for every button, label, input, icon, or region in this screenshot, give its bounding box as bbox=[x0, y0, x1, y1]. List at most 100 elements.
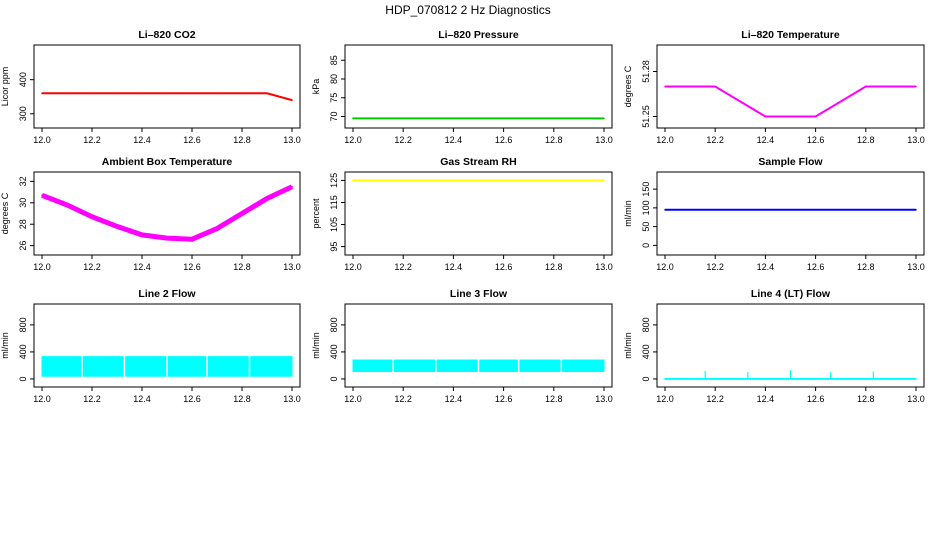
x-tick-label: 12.2 bbox=[83, 394, 101, 404]
data-point bbox=[865, 208, 867, 211]
data-point bbox=[527, 179, 530, 182]
data-point bbox=[191, 92, 193, 95]
x-tick-label: 12.4 bbox=[133, 135, 151, 145]
y-tick-label: 32 bbox=[18, 176, 28, 186]
x-tick-label: 12.2 bbox=[394, 262, 412, 272]
x-tick-label: 12.4 bbox=[757, 262, 775, 272]
x-tick-label: 12.6 bbox=[183, 394, 201, 404]
chart-panel-5: Gas Stream RH percent 95 105 115 125 12.0 12.2 1… bbox=[311, 156, 613, 272]
x-tick-label: 12.6 bbox=[807, 262, 825, 272]
x-tick-label: 12.2 bbox=[706, 135, 724, 145]
data-point bbox=[191, 238, 193, 241]
data-point bbox=[814, 115, 817, 118]
data-point bbox=[890, 378, 892, 380]
data-point bbox=[241, 92, 243, 95]
x-tick-label: 12.6 bbox=[495, 262, 513, 272]
figure-title: HDP_070812 2 Hz Diagnostics bbox=[385, 3, 550, 17]
x-tick-label: 12.0 bbox=[656, 394, 674, 404]
data-point bbox=[377, 179, 379, 182]
chart-title: Line 3 Flow bbox=[450, 288, 508, 300]
y-tick-label: 0 bbox=[329, 376, 339, 381]
x-tick-label: 13.0 bbox=[283, 135, 301, 145]
y-tick-label: 26 bbox=[18, 241, 28, 251]
x-tick-label: 12.0 bbox=[33, 394, 51, 404]
x-tick-label: 12.8 bbox=[545, 262, 563, 272]
x-tick-label: 12.2 bbox=[394, 135, 412, 145]
data-point bbox=[739, 208, 742, 211]
data-point bbox=[502, 179, 505, 182]
x-tick-label: 12.6 bbox=[495, 135, 513, 145]
data-point bbox=[915, 208, 917, 211]
x-tick-label: 12.0 bbox=[33, 135, 51, 145]
plot-frame bbox=[656, 44, 925, 129]
data-point bbox=[66, 92, 68, 95]
x-tick-label: 12.2 bbox=[83, 135, 101, 145]
chart-title: Line 4 (LT) Flow bbox=[751, 288, 831, 300]
data-point bbox=[527, 117, 530, 120]
x-tick-label: 12.4 bbox=[445, 262, 463, 272]
data-point bbox=[241, 212, 243, 215]
x-tick-label: 12.4 bbox=[757, 394, 775, 404]
chart-panel-4: Ambient Box Temperature degrees C 26 28 30 32… bbox=[0, 156, 301, 272]
x-tick-label: 12.8 bbox=[545, 135, 563, 145]
y-tick-label: 125 bbox=[329, 173, 339, 188]
y-tick-label: 400 bbox=[329, 344, 339, 359]
y-tick-label: 115 bbox=[329, 195, 339, 209]
data-point bbox=[427, 179, 430, 182]
x-tick-label: 12.8 bbox=[233, 394, 251, 404]
data-point bbox=[664, 208, 666, 211]
data-point bbox=[166, 237, 168, 239]
y-tick-label: 800 bbox=[329, 317, 339, 332]
y-tick-label: 30 bbox=[18, 198, 28, 208]
x-tick-label: 13.0 bbox=[595, 135, 613, 145]
x-tick-label: 12.4 bbox=[445, 394, 463, 404]
chart-title: Ambient Box Temperature bbox=[102, 156, 233, 168]
x-tick-label: 12.0 bbox=[656, 262, 674, 272]
chart-panel-7: Line 2 Flow ml/min 0 400 800 12.0 12.2 12.4 12.6… bbox=[0, 288, 301, 404]
x-tick-label: 12.8 bbox=[233, 135, 251, 145]
plot-frame bbox=[656, 303, 925, 388]
y-axis-label: kPa bbox=[311, 79, 321, 95]
y-tick-label: 51.28 bbox=[641, 60, 651, 83]
x-tick-label: 12.0 bbox=[344, 135, 362, 145]
y-tick-label: 51.25 bbox=[641, 105, 651, 128]
y-tick-label: 800 bbox=[18, 317, 28, 332]
plot-frame bbox=[344, 171, 613, 256]
x-tick-label: 12.0 bbox=[33, 262, 51, 272]
data-point bbox=[714, 85, 716, 88]
plot-frame bbox=[33, 171, 301, 256]
data-point bbox=[789, 208, 792, 211]
data-point bbox=[739, 378, 742, 380]
x-tick-label: 12.0 bbox=[656, 135, 674, 145]
plot-frame bbox=[33, 44, 301, 129]
data-point bbox=[402, 117, 405, 120]
y-tick-label: 75 bbox=[329, 93, 339, 103]
chart-title: Gas Stream RH bbox=[440, 156, 516, 168]
data-point bbox=[477, 179, 480, 182]
plot-frame bbox=[656, 171, 925, 256]
x-tick-label: 12.8 bbox=[857, 262, 875, 272]
data-point bbox=[664, 85, 666, 88]
x-tick-label: 13.0 bbox=[907, 394, 925, 404]
data-point bbox=[865, 378, 867, 380]
x-tick-label: 12.4 bbox=[133, 262, 151, 272]
data-point bbox=[603, 179, 605, 182]
data-point bbox=[141, 234, 143, 236]
data-point bbox=[452, 117, 455, 120]
data-point bbox=[291, 185, 293, 188]
y-axis-label: degrees C bbox=[0, 192, 10, 234]
x-tick-label: 13.0 bbox=[595, 394, 613, 404]
x-tick-label: 12.8 bbox=[233, 262, 251, 272]
series-line bbox=[665, 85, 916, 118]
data-point bbox=[141, 92, 143, 95]
data-point bbox=[714, 208, 716, 211]
data-point bbox=[91, 215, 93, 218]
x-tick-label: 12.2 bbox=[83, 262, 101, 272]
x-tick-label: 12.4 bbox=[133, 394, 151, 404]
x-tick-label: 12.6 bbox=[807, 394, 825, 404]
x-tick-label: 12.2 bbox=[706, 262, 724, 272]
data-point bbox=[502, 117, 505, 120]
data-point bbox=[116, 92, 118, 95]
data-point bbox=[689, 208, 691, 211]
x-tick-label: 13.0 bbox=[907, 135, 925, 145]
